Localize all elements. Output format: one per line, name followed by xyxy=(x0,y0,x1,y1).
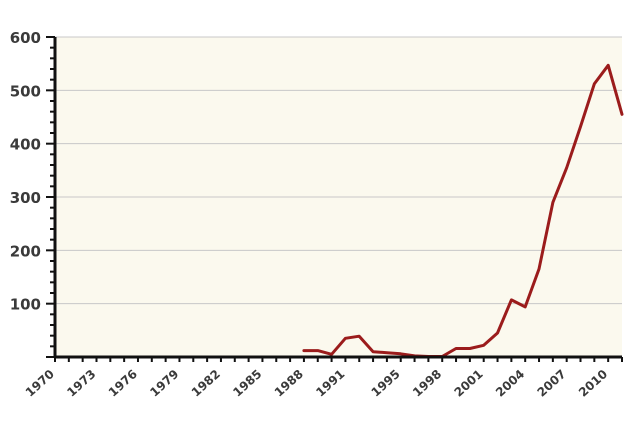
x-tick-label-1998: 1998 xyxy=(410,367,444,400)
gridlines xyxy=(55,36,622,305)
x-axis-ticks: 1970 1973 1976 1979 1982 1985 1988 1991 1995 1998… xyxy=(23,357,623,400)
x-tick-label-1995: 1995 xyxy=(369,367,403,400)
x-tick-label-1991: 1991 xyxy=(313,367,347,400)
x-tick-label-1979: 1979 xyxy=(147,367,181,400)
y-tick-label-100: 100 xyxy=(10,296,41,314)
x-tick-label-1985: 1985 xyxy=(230,367,264,400)
y-tick-label-600: 600 xyxy=(10,29,41,47)
y-tick-label-200: 200 xyxy=(10,242,41,260)
x-tick-label-1982: 1982 xyxy=(189,367,223,400)
x-tick-label-1988: 1988 xyxy=(272,367,306,400)
x-tick-label-2001: 2001 xyxy=(452,367,486,400)
y-axis-ticks: 100 200 300 400 500 600 xyxy=(10,29,55,358)
x-tick-label-1976: 1976 xyxy=(106,367,140,400)
y-tick-label-300: 300 xyxy=(10,189,41,207)
x-tick-label-2007: 2007 xyxy=(534,367,568,400)
x-tick-label-1973: 1973 xyxy=(64,367,98,400)
series-line xyxy=(302,63,624,358)
y-tick-label-500: 500 xyxy=(10,82,41,100)
y-tick-label-400: 400 xyxy=(10,136,41,154)
x-tick-label-2004: 2004 xyxy=(493,367,527,400)
x-tick-label-1970: 1970 xyxy=(23,367,57,400)
x-tick-label-2010: 2010 xyxy=(576,367,610,400)
